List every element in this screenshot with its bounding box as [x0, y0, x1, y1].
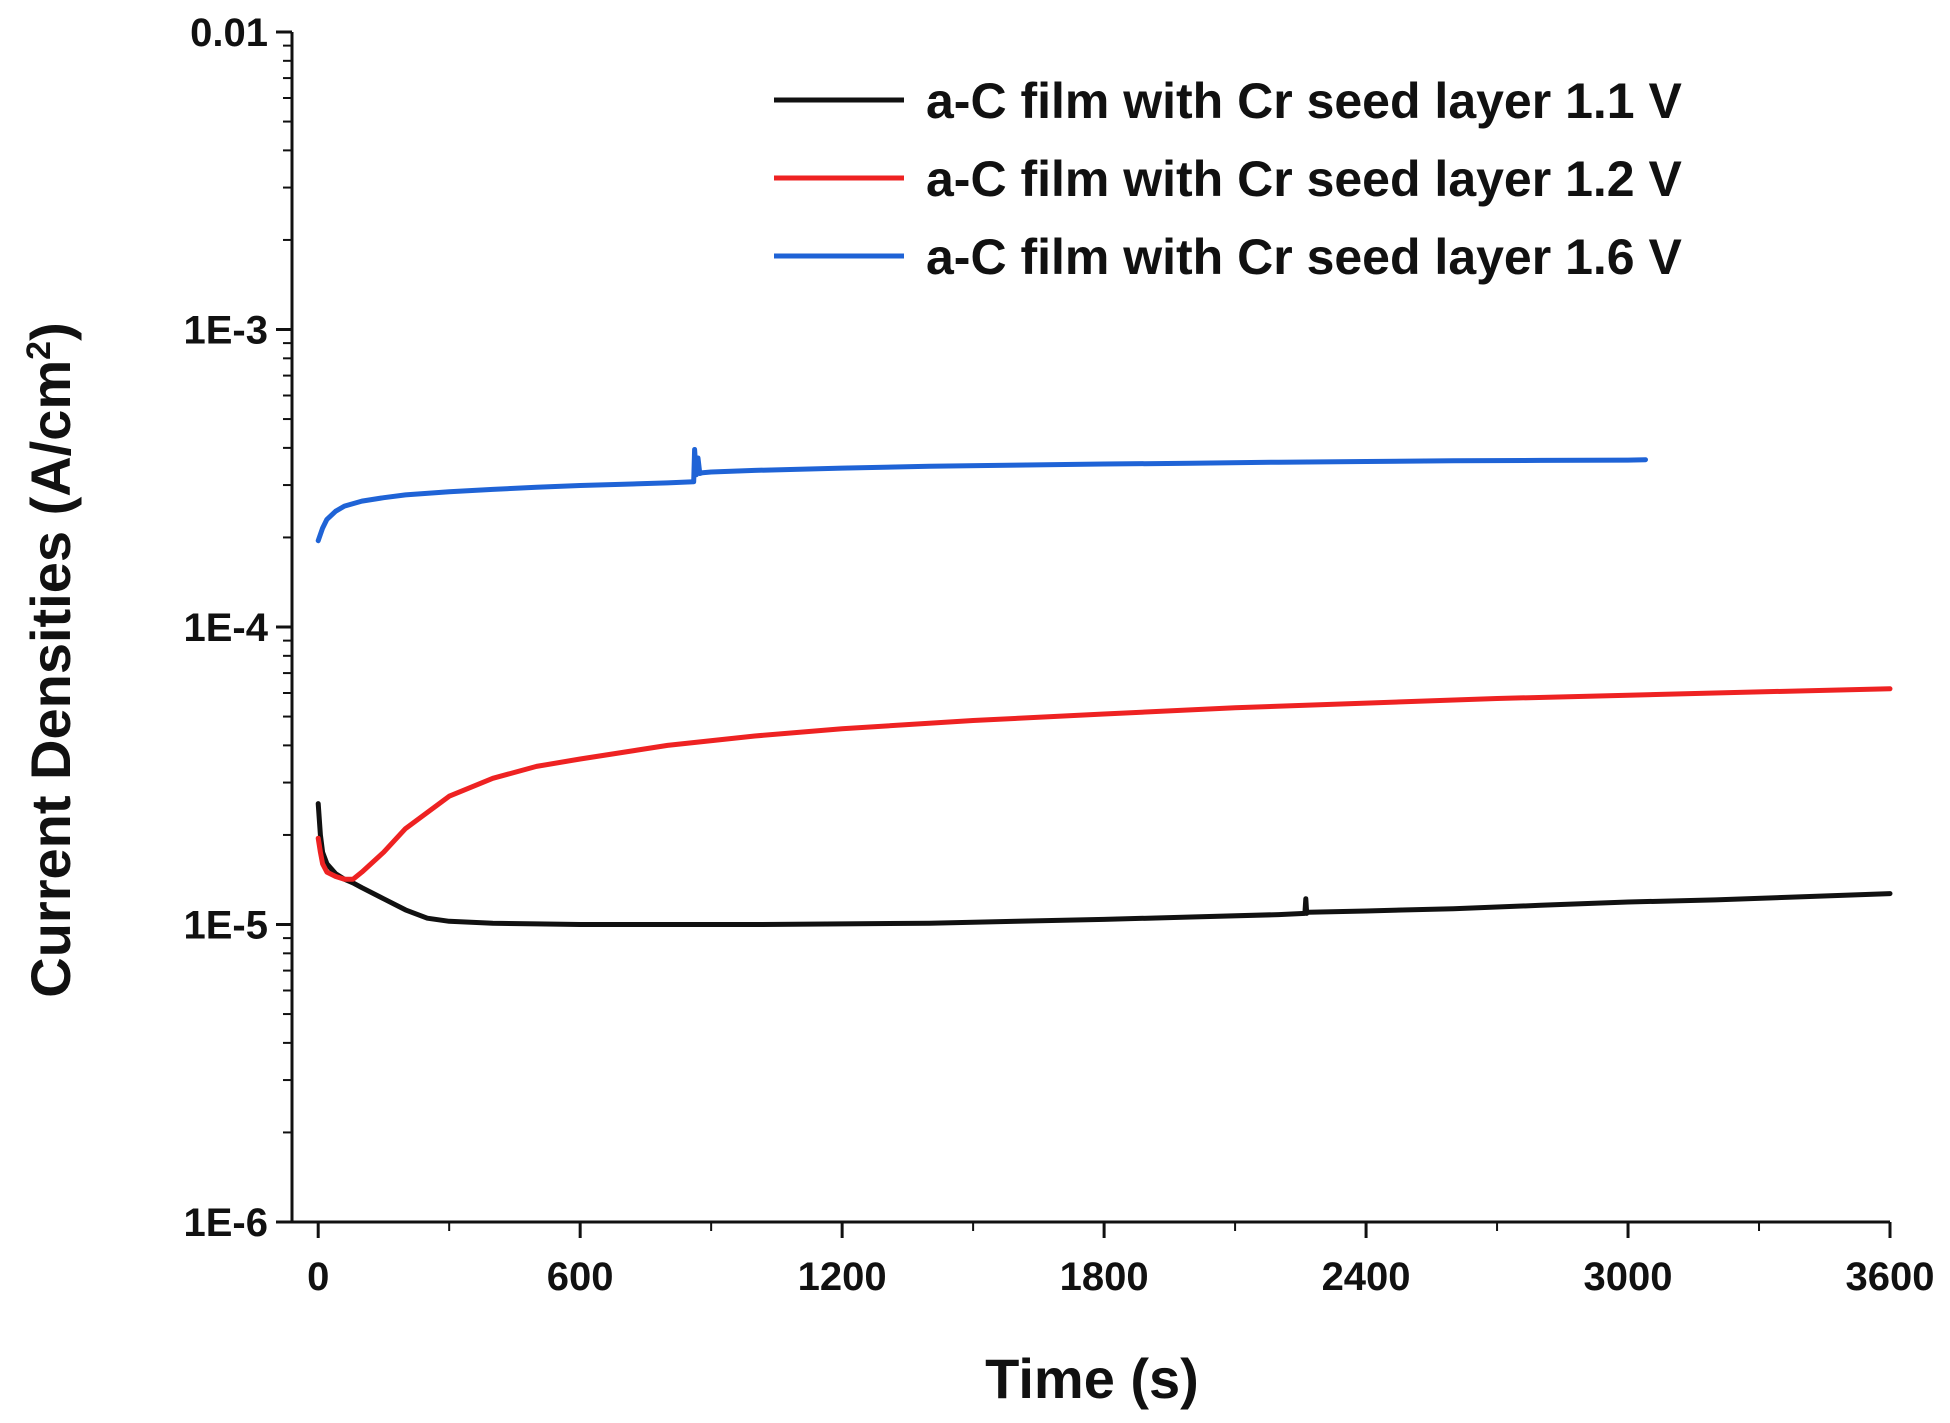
legend-label-1-2v: a-C film with Cr seed layer 1.2 V [926, 151, 1682, 207]
y-tick-label: 1E-4 [184, 606, 269, 650]
y-axis-title: Current Densities (A/cm2) [19, 322, 82, 998]
x-tick-label: 1800 [1060, 1255, 1149, 1299]
x-axis-title: Time (s) [985, 1347, 1199, 1410]
legend: a-C film with Cr seed layer 1.1 V a-C fi… [774, 73, 1682, 285]
y-tick-label: 1E-6 [184, 1201, 269, 1245]
x-tick-label: 600 [547, 1255, 614, 1299]
axes-layer: 1E-6 1E-5 1E-4 1E-3 0.01 0 600 1200 1800 2400 3000… [184, 11, 1935, 1299]
x-tick-label: 2400 [1322, 1255, 1411, 1299]
y-tick-label: 1E-5 [184, 904, 269, 948]
y-tick-label: 1E-3 [184, 309, 269, 353]
series-line-1-2v [315, 686, 1893, 882]
legend-label-1-1v: a-C film with Cr seed layer 1.1 V [926, 73, 1682, 129]
y-axis-title-superscript: 2 [20, 341, 58, 360]
series-line-1-6v [315, 447, 1648, 544]
legend-label-1-6v: a-C film with Cr seed layer 1.6 V [926, 229, 1682, 285]
x-tick-label: 0 [307, 1255, 329, 1299]
series-layer [315, 447, 1893, 927]
x-tick-label: 1200 [798, 1255, 887, 1299]
y-axis-title-close: ) [19, 322, 82, 341]
x-tick-label: 3600 [1846, 1255, 1935, 1299]
x-tick-label: 3000 [1584, 1255, 1673, 1299]
y-axis-title-main: Current Densities (A/cm [19, 360, 82, 998]
y-tick-label: 0.01 [190, 11, 268, 55]
